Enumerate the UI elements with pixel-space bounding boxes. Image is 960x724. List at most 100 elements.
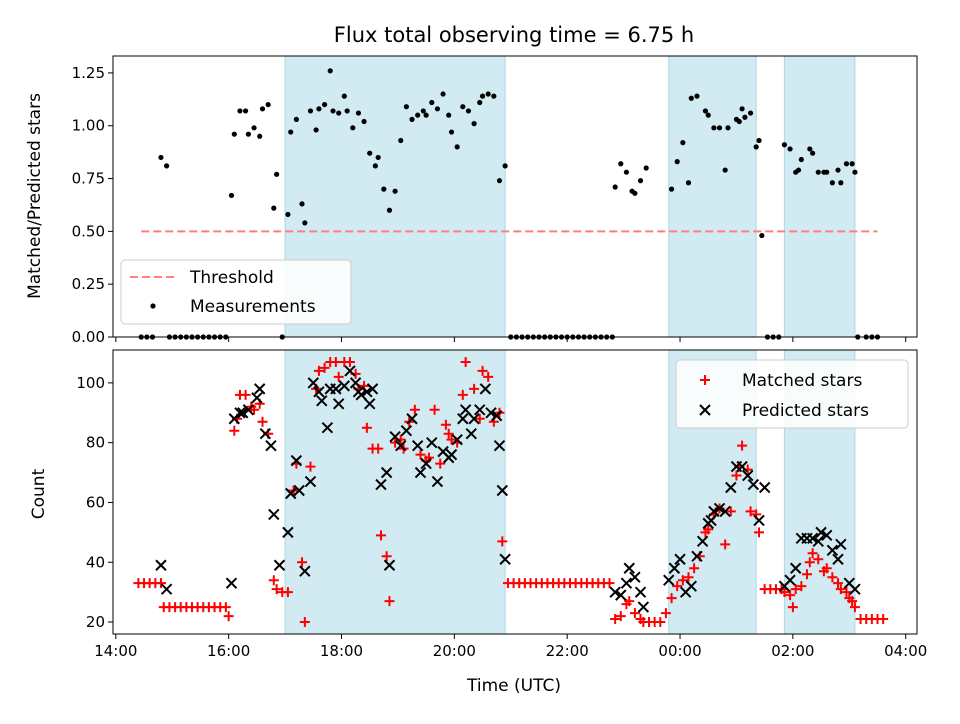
data-point	[618, 161, 624, 167]
data-point	[435, 458, 446, 469]
data-point	[400, 425, 413, 437]
data-point	[373, 443, 384, 454]
data-point	[798, 156, 804, 163]
data-point	[719, 505, 731, 518]
data-point	[446, 112, 452, 118]
data-point	[434, 106, 441, 112]
data-point	[299, 565, 311, 577]
y-tick-label: 80	[86, 434, 105, 452]
shaded-region	[668, 55, 757, 338]
x-tick-label: 02:00	[771, 642, 814, 660]
data-point	[465, 108, 472, 114]
data-point	[259, 106, 266, 112]
data-point	[685, 580, 698, 592]
data-point	[493, 439, 506, 452]
data-point	[336, 110, 342, 116]
data-point	[376, 530, 386, 541]
data-point	[833, 578, 844, 589]
data-point	[742, 469, 754, 482]
data-point	[290, 454, 303, 467]
data-point	[253, 383, 266, 395]
data-point	[812, 535, 824, 548]
data-point	[824, 169, 830, 175]
data-point	[321, 101, 328, 108]
data-point	[457, 389, 468, 400]
data-point	[623, 169, 630, 175]
data-point	[702, 108, 709, 114]
data-point	[395, 439, 407, 452]
y-tick-label: 1.25	[72, 64, 105, 82]
data-point	[815, 169, 821, 175]
data-point	[341, 93, 347, 99]
data-point	[274, 171, 280, 177]
data-point	[838, 180, 844, 186]
data-point	[815, 526, 827, 539]
data-point	[753, 514, 765, 527]
data-point	[677, 575, 688, 586]
data-point	[696, 535, 709, 548]
x-tick-label: 00:00	[658, 642, 701, 660]
data-point	[321, 422, 334, 434]
data-point	[330, 356, 341, 367]
data-point	[502, 163, 508, 169]
data-point	[479, 93, 486, 99]
data-point	[257, 133, 263, 139]
data-point	[716, 125, 723, 131]
data-point	[259, 427, 272, 440]
data-point	[307, 377, 320, 389]
data-point	[431, 475, 444, 488]
data-point	[409, 116, 415, 122]
data-point	[637, 601, 650, 613]
data-point	[426, 436, 438, 449]
data-point	[273, 559, 286, 571]
data-point	[720, 539, 731, 550]
data-point	[689, 563, 700, 574]
data-point	[474, 404, 486, 416]
data-point	[471, 121, 477, 127]
data-point	[350, 125, 356, 131]
data-point	[366, 383, 379, 395]
data-point	[754, 527, 765, 538]
legend-measurements-label: Measurements	[190, 297, 316, 317]
data-point	[229, 425, 240, 436]
data-point	[285, 487, 297, 500]
data-point	[804, 557, 815, 568]
data-point	[699, 404, 711, 416]
data-point	[835, 584, 846, 595]
data-point	[460, 356, 471, 367]
y-tick-label: 0.50	[72, 222, 105, 240]
data-point	[282, 526, 294, 539]
data-point	[440, 91, 446, 97]
legend-measurements-swatch	[150, 303, 156, 309]
data-point	[389, 430, 401, 443]
data-point	[620, 577, 633, 589]
data-point	[604, 578, 615, 589]
data-point	[249, 404, 260, 415]
data-point	[164, 163, 170, 169]
data-point	[742, 114, 748, 120]
data-point	[344, 365, 356, 377]
data-point	[333, 371, 344, 382]
data-point	[634, 586, 647, 598]
data-point	[787, 146, 793, 152]
data-point	[319, 362, 330, 373]
data-point	[789, 562, 802, 574]
data-point	[423, 112, 429, 118]
data-point	[454, 144, 460, 150]
data-point	[271, 584, 282, 595]
data-point	[240, 389, 251, 400]
data-point	[361, 386, 373, 398]
data-point	[479, 383, 492, 395]
data-point	[624, 596, 635, 607]
y-axis-label-top: Matched/Predicted stars	[25, 93, 45, 299]
data-point	[694, 93, 700, 99]
data-point	[722, 167, 728, 173]
data-point	[338, 380, 351, 392]
data-point	[468, 413, 480, 425]
data-point	[155, 578, 166, 589]
data-point	[316, 106, 322, 112]
data-point	[446, 434, 457, 445]
data-point	[736, 460, 748, 473]
data-point	[398, 137, 404, 144]
